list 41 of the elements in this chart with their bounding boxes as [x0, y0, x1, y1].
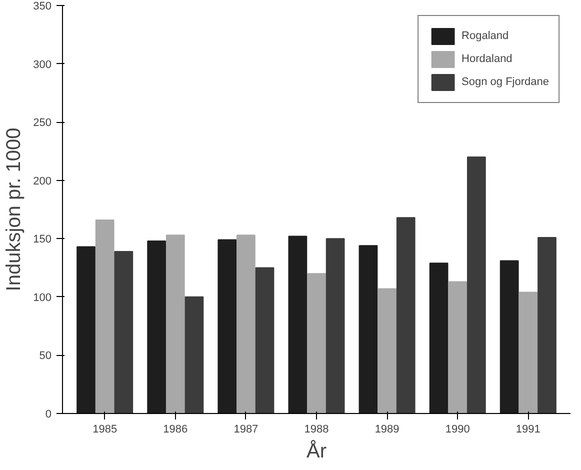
- bar: [396, 217, 416, 414]
- y-tick-label: 300: [33, 58, 52, 71]
- x-tick-label: 1991: [516, 424, 540, 436]
- x-tick-label: 1989: [374, 424, 400, 436]
- bar: [166, 234, 185, 414]
- bar: [538, 236, 556, 414]
- y-tick-label: 250: [33, 117, 52, 130]
- x-tick-label: 1987: [234, 424, 258, 436]
- bar: [288, 236, 308, 414]
- bar: [518, 292, 538, 414]
- bar: [378, 288, 396, 414]
- bar: [448, 281, 468, 414]
- y-tick-label: 150: [33, 234, 52, 246]
- bar: [466, 156, 486, 414]
- bar: [218, 239, 237, 414]
- bar: [429, 262, 448, 414]
- bar: [236, 234, 256, 414]
- y-tick-label: 50: [39, 350, 52, 362]
- bar: [358, 245, 378, 414]
- x-tick-label: 1988: [304, 424, 329, 436]
- bar: [326, 238, 345, 414]
- bar: [95, 219, 114, 414]
- x-tick-label: 1985: [92, 424, 118, 436]
- legend-label: Hordaland: [462, 53, 512, 65]
- y-tick-label: 200: [33, 175, 52, 188]
- bar: [184, 296, 204, 414]
- x-tick-label: 1986: [163, 424, 188, 436]
- bar: [500, 260, 519, 414]
- x-tick-label: 1990: [445, 424, 470, 436]
- legend-label: Rogaland: [462, 30, 509, 42]
- x-axis-title: År: [306, 440, 327, 462]
- legend-label: Sogn og Fjordane: [462, 76, 549, 88]
- y-axis-title: Induksjon pr. 1000: [3, 128, 26, 292]
- bar: [147, 240, 166, 414]
- bar: [307, 273, 326, 414]
- y-tick-label: 350: [33, 0, 52, 12]
- y-tick-label: 0: [45, 408, 52, 420]
- y-tick-label: 100: [33, 292, 52, 304]
- bar: [76, 246, 96, 414]
- bar: [114, 250, 134, 414]
- bar: [255, 267, 274, 414]
